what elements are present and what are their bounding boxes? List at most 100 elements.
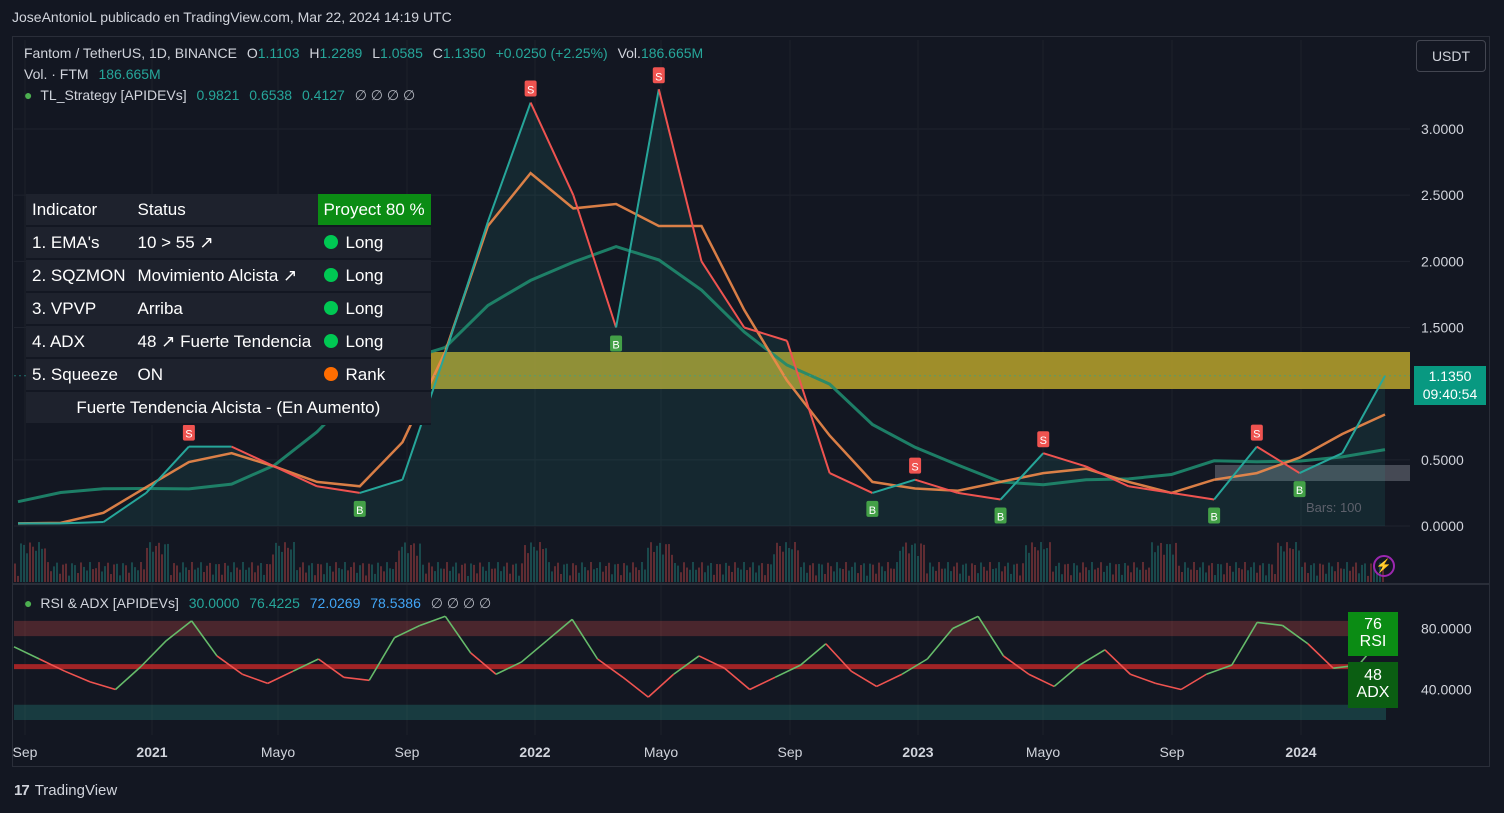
rsi-segment (647, 673, 675, 698)
volume-bar (68, 575, 70, 582)
volume-bar (1043, 549, 1045, 582)
volume-bar (1289, 548, 1291, 582)
volume-bar (869, 563, 871, 582)
volume-bar (194, 569, 196, 582)
status-dot-icon (323, 300, 338, 315)
volume-bar (359, 565, 361, 582)
price-segment (785, 340, 831, 474)
price-segment (999, 452, 1044, 501)
volume-bar (422, 564, 424, 582)
volume-bar (1271, 564, 1273, 582)
rsi-segment (140, 640, 167, 668)
symbol-name[interactable]: Fantom / TetherUS, 1D, BINANCE (24, 45, 237, 61)
rsi-segment (317, 658, 345, 678)
volume-bar (1031, 542, 1033, 582)
tradingview-footer[interactable]: 17 TradingView (14, 782, 117, 799)
volume-bar (617, 563, 619, 582)
rsi-legend[interactable]: ● RSI & ADX [APIDEVs] 30.0000 76.4225 72… (24, 595, 491, 612)
volume-bar (1064, 564, 1066, 582)
strategy-legend[interactable]: ● TL_Strategy [APIDEVs] 0.9821 0.6538 0.… (24, 87, 415, 104)
volume-bar (188, 569, 190, 582)
signal-marker (652, 67, 665, 84)
y-tick-label: 2.5000 (1421, 187, 1464, 203)
volume-bar (1106, 565, 1108, 582)
volume-bar (215, 564, 217, 582)
row-signal: Rank (317, 358, 431, 392)
volume-bar (881, 566, 883, 582)
volume-bar (890, 568, 892, 582)
volume-legend[interactable]: Vol. · FTM 186.665M (24, 66, 161, 82)
currency-button[interactable]: USDT (1416, 40, 1486, 72)
volume-bar (722, 574, 724, 582)
volume-bar (119, 575, 121, 582)
volume-bar (314, 575, 316, 582)
volume-bar (1172, 554, 1174, 582)
x-tick-label: 2023 (902, 744, 933, 760)
volume-bar (803, 562, 805, 582)
volume-bar (143, 569, 145, 582)
signal-marker (353, 500, 366, 517)
volume-bar (914, 543, 916, 582)
volume-bar (644, 569, 646, 582)
volume-bar (1304, 562, 1306, 582)
y-tick-label: 0.5000 (1421, 452, 1464, 468)
volume-bar (791, 549, 793, 582)
volume-bar (695, 569, 697, 582)
rsi-segment (419, 615, 446, 627)
volume-bar (110, 574, 112, 582)
volume-bar (1307, 573, 1309, 582)
signal-marker-label: S (911, 462, 918, 474)
volume-bar (167, 543, 169, 582)
volume-bar (563, 564, 565, 582)
strategy-name: TL_Strategy [APIDEVs] (40, 87, 187, 103)
volume-bar (1013, 564, 1015, 582)
volume-bar (953, 566, 955, 582)
volume-bar (32, 546, 34, 582)
signal-text: Long (345, 265, 384, 285)
volume-bar (98, 562, 100, 582)
volume-bar (1154, 552, 1156, 582)
volume-bar (527, 553, 529, 582)
volume-bar (884, 571, 886, 582)
rsi-v2: 76.4225 (249, 595, 300, 611)
volume-bar (392, 568, 394, 582)
volume-bar (158, 542, 160, 582)
volume-bar (980, 562, 982, 582)
rsi-segment (673, 655, 700, 675)
volume-bar (479, 562, 481, 582)
volume-bar (1352, 566, 1354, 582)
volume-bar (341, 569, 343, 582)
rsi-segment (394, 624, 421, 639)
volume-bar (1349, 570, 1351, 582)
rsi-segment (799, 643, 827, 666)
x-tick-label: 2022 (519, 744, 550, 760)
rsi-v3: 72.0269 (309, 595, 361, 611)
volume-bar (293, 542, 295, 582)
volume-bar (1007, 562, 1009, 582)
header-status: Status (131, 194, 318, 227)
volume-bar (746, 570, 748, 582)
volume-bar (326, 562, 328, 582)
volume-bar (1085, 567, 1087, 582)
price-segment (872, 478, 916, 494)
x-tick-label: Sep (395, 744, 420, 760)
volume-bar (698, 567, 700, 582)
volume-bar (179, 572, 181, 582)
price-segment (316, 485, 360, 494)
bolt-icon[interactable]: ⚡ (1373, 555, 1395, 577)
rsi-y-tick-label: 40.0000 (1421, 682, 1472, 698)
volume-bar (356, 572, 358, 582)
volume-label: Vol. · FTM (24, 66, 89, 82)
signal-marker-label: B (869, 505, 876, 517)
volume-bar (1034, 547, 1036, 582)
volume-bar (155, 545, 157, 582)
signal-marker (1293, 481, 1306, 498)
price-segment (529, 102, 575, 196)
volume-bar (608, 562, 610, 582)
volume-bar (482, 566, 484, 582)
volume-bar (428, 562, 430, 582)
last-price: 1.1350 (1428, 368, 1472, 384)
volume-bar (1163, 554, 1165, 582)
volume-bar (299, 567, 301, 582)
